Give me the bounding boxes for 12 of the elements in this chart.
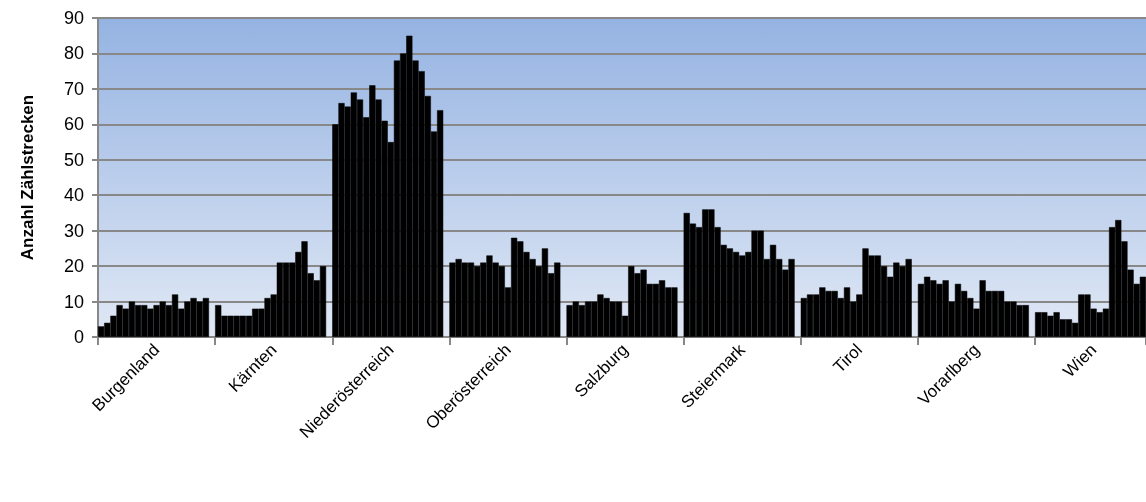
x-tick-label: Tirol	[829, 340, 867, 377]
y-tick-label: 10	[63, 291, 84, 312]
y-tick-label: 30	[63, 220, 84, 241]
y-tick-label: 40	[63, 185, 84, 206]
y-tick-label: 20	[63, 256, 84, 277]
y-tick-label: 60	[63, 114, 84, 135]
y-tick-label: 70	[63, 78, 84, 99]
y-tick-label: 50	[63, 149, 84, 170]
y-tick-label: 80	[63, 43, 84, 64]
y-axis-title: Anzahl Zählstrecken	[18, 94, 37, 261]
y-tick-label: 0	[73, 327, 84, 347]
y-tick-label: 90	[63, 8, 84, 28]
